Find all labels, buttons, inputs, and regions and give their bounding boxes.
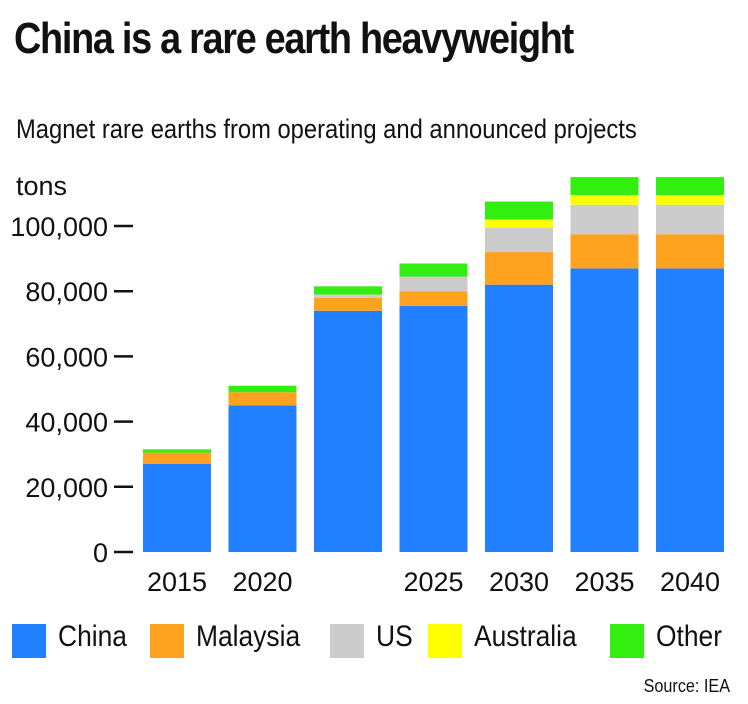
y-tick-label: 20,000 [25, 473, 108, 503]
source-note: Source: IEA [643, 676, 730, 696]
bar-segment-malaysia [570, 234, 639, 269]
x-axis: 2015 2020 2025 2030 2035 2040 [147, 567, 720, 597]
y-tick-label: 40,000 [25, 408, 108, 438]
bar-segment-malaysia [656, 234, 724, 269]
legend-label: Other [656, 620, 723, 653]
bar-segment-other [656, 177, 724, 196]
y-tick-label: 0 [93, 538, 108, 568]
bar-segment-us [570, 204, 639, 235]
bar-segment-other [314, 286, 382, 295]
x-tick-label: 2020 [232, 567, 292, 597]
chart-subtitle: Magnet rare earths from operating and an… [16, 114, 637, 144]
bar-segment-china [485, 284, 553, 552]
legend-swatch [150, 624, 184, 658]
bar-segment-china [314, 310, 382, 552]
bars [143, 177, 724, 552]
legend-label: Malaysia [196, 620, 301, 653]
bar-segment-australia [570, 195, 639, 205]
bar-segment-us [399, 276, 468, 292]
y-axis: 0 20,000 40,000 60,000 80,000 100,000 [10, 212, 133, 568]
bar-segment-us [314, 294, 382, 298]
chart-title: China is a rare earth heavyweight [14, 14, 574, 63]
bar-segment-other [228, 385, 297, 393]
bar-segment-malaysia [399, 291, 468, 306]
legend-swatch [428, 624, 462, 658]
bar-segment-us [485, 227, 553, 253]
x-tick-label: 2025 [403, 567, 463, 597]
bar-segment-china [143, 463, 211, 552]
y-unit-label: tons [16, 171, 67, 201]
bar-segment-australia [656, 195, 724, 205]
legend-swatch [610, 624, 644, 658]
bar-segment-china [399, 305, 468, 552]
y-tick-label: 60,000 [25, 342, 108, 372]
legend-label: US [376, 620, 413, 653]
bar-segment-other [399, 263, 468, 277]
x-tick-label: 2030 [489, 567, 549, 597]
x-tick-label: 2015 [147, 567, 207, 597]
bar-segment-china [228, 405, 297, 552]
legend-label: Australia [474, 620, 577, 653]
stacked-bar-chart: tons 0 20,000 40,000 60,000 80,000 100,000 20… [10, 171, 724, 597]
y-tick-label: 80,000 [25, 277, 108, 307]
legend-swatch [12, 624, 46, 658]
bar-segment-china [570, 268, 639, 552]
bar-segment-us [656, 204, 724, 235]
bar-segment-australia [485, 219, 553, 228]
bar-segment-china [656, 268, 724, 552]
bar-segment-other [143, 449, 211, 453]
x-tick-label: 2040 [660, 567, 720, 597]
legend-swatch [330, 624, 364, 658]
bar-segment-other [485, 201, 553, 220]
bar-segment-malaysia [314, 297, 382, 311]
y-tick-label: 100,000 [10, 212, 108, 242]
legend: China Malaysia US Australia Other [12, 616, 742, 664]
bar-segment-malaysia [228, 392, 297, 406]
x-tick-label: 2035 [574, 567, 634, 597]
legend-label: China [58, 620, 127, 653]
bar-segment-malaysia [143, 452, 211, 464]
bar-segment-malaysia [485, 252, 553, 285]
bar-segment-other [570, 177, 639, 196]
